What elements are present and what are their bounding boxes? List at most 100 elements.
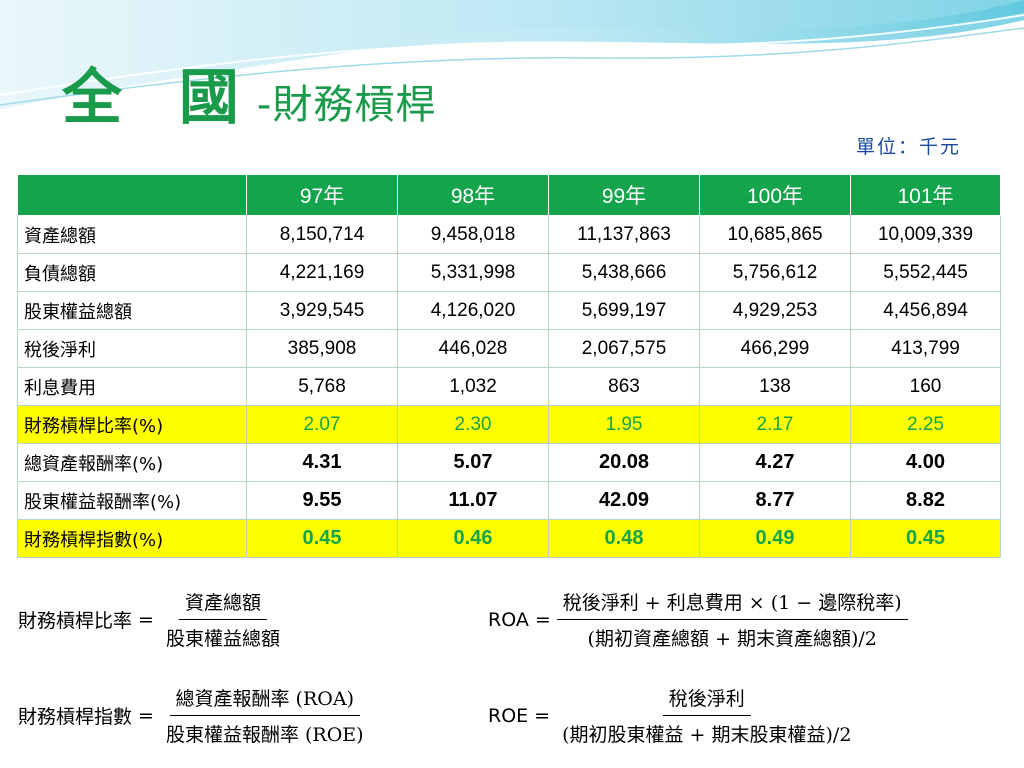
column-header: 97年 <box>246 174 398 216</box>
table-cell: 9.55 <box>246 481 398 520</box>
table-cell: 4,929,253 <box>699 291 851 330</box>
table-cell: 0.49 <box>699 519 851 558</box>
table-cell: 5,756,612 <box>699 253 851 292</box>
table-row-total-assets: 資產總額 8,150,714 9,458,018 11,137,863 10,6… <box>17 215 1001 254</box>
table-cell: 4.31 <box>246 443 398 482</box>
table-cell: 4,456,894 <box>850 291 1001 330</box>
table-cell: 863 <box>548 367 700 406</box>
table-cell: 1,032 <box>397 367 549 406</box>
table-cell: 5,331,998 <box>397 253 549 292</box>
table-cell: 2.07 <box>246 405 398 444</box>
table-cell: 4,126,020 <box>397 291 549 330</box>
table-cell: 385,908 <box>246 329 398 368</box>
formula-denominator: 股東權益總額 <box>165 628 280 650</box>
page-title: 全 國-財務槓桿 <box>62 68 436 128</box>
formula-denominator: 股東權益報酬率 (ROE) <box>165 724 364 746</box>
table-cell: 9,458,018 <box>397 215 549 254</box>
table-cell: 413,799 <box>850 329 1001 368</box>
row-label: 總資產報酬率(%) <box>17 443 247 482</box>
unit-label: 單位：千元 <box>856 136 962 158</box>
formula-leverage-ratio: 財務槓桿比率 = 資產總額 股東權益總額 <box>18 588 286 651</box>
column-header: 99年 <box>548 174 700 216</box>
table-cell: 2,067,575 <box>548 329 700 368</box>
formula-numerator: 資產總額 <box>178 588 267 620</box>
table-row-interest-expense: 利息費用 5,768 1,032 863 138 160 <box>17 367 1001 406</box>
formula-numerator: 總資產報酬率 (ROA) <box>169 684 360 716</box>
table-row-roe: 股東權益報酬率(%) 9.55 11.07 42.09 8.77 8.82 <box>17 481 1001 520</box>
formula-fraction: 總資產報酬率 (ROA) 股東權益報酬率 (ROE) <box>160 684 370 747</box>
table-cell: 10,685,865 <box>699 215 851 254</box>
formula-fraction: 稅後淨利 (期初股東權益 + 期末股東權益)/2 <box>556 684 857 747</box>
row-label: 財務槓桿比率(%) <box>17 405 247 444</box>
table-cell: 138 <box>699 367 851 406</box>
table-cell: 1.95 <box>548 405 700 444</box>
table-cell: 20.08 <box>548 443 700 482</box>
formula-roe: ROE = 稅後淨利 (期初股東權益 + 期末股東權益)/2 <box>488 684 857 747</box>
header-blank-cell <box>17 174 247 216</box>
header-wave-decoration <box>0 0 1024 110</box>
table-cell: 0.46 <box>397 519 549 558</box>
table-cell: 4.27 <box>699 443 851 482</box>
table-cell: 466,299 <box>699 329 851 368</box>
table-cell: 0.48 <box>548 519 700 558</box>
table-cell: 8,150,714 <box>246 215 398 254</box>
formula-denominator: (期初資產總額 + 期末資產總額)/2 <box>587 628 877 650</box>
table-cell: 2.25 <box>850 405 1001 444</box>
table-cell: 5,552,445 <box>850 253 1001 292</box>
formula-lhs: 財務槓桿指數 <box>18 706 133 728</box>
row-label: 財務槓桿指數(%) <box>17 519 247 558</box>
table-cell: 5,768 <box>246 367 398 406</box>
row-label: 資產總額 <box>17 215 247 254</box>
formula-fraction: 稅後淨利 + 利息費用 × (1 − 邊際稅率) (期初資產總額 + 期末資產總… <box>556 588 908 651</box>
table-row-leverage-ratio: 財務槓桿比率(%) 2.07 2.30 1.95 2.17 2.25 <box>17 405 1001 444</box>
table-cell: 0.45 <box>246 519 398 558</box>
table-row-leverage-index: 財務槓桿指數(%) 0.45 0.46 0.48 0.49 0.45 <box>17 519 1001 558</box>
formula-lhs: ROE <box>488 704 529 727</box>
title-main: 全 國 <box>62 63 257 133</box>
table-cell: 8.82 <box>850 481 1001 520</box>
row-label: 股東權益總額 <box>17 291 247 330</box>
formula-equals: = <box>138 704 154 727</box>
table-cell: 4,221,169 <box>246 253 398 292</box>
table-row-total-equity: 股東權益總額 3,929,545 4,126,020 5,699,197 4,9… <box>17 291 1001 330</box>
table-row-net-income: 稅後淨利 385,908 446,028 2,067,575 466,299 4… <box>17 329 1001 368</box>
formula-roa: ROA = 稅後淨利 + 利息費用 × (1 − 邊際稅率) (期初資產總額 +… <box>488 588 908 651</box>
table-cell: 2.30 <box>397 405 549 444</box>
table-row-total-liabilities: 負債總額 4,221,169 5,331,998 5,438,666 5,756… <box>17 253 1001 292</box>
table-cell: 5.07 <box>397 443 549 482</box>
table-cell: 3,929,545 <box>246 291 398 330</box>
row-label: 稅後淨利 <box>17 329 247 368</box>
financial-table: 97年 98年 99年 100年 101年 資產總額 8,150,714 9,4… <box>17 174 1001 558</box>
table-cell: 446,028 <box>397 329 549 368</box>
table-cell: 10,009,339 <box>850 215 1001 254</box>
formula-leverage-index: 財務槓桿指數 = 總資產報酬率 (ROA) 股東權益報酬率 (ROE) <box>18 684 370 747</box>
table-cell: 4.00 <box>850 443 1001 482</box>
row-label: 股東權益報酬率(%) <box>17 481 247 520</box>
table-cell: 0.45 <box>850 519 1001 558</box>
formula-fraction: 資產總額 股東權益總額 <box>160 588 286 651</box>
table-cell: 11,137,863 <box>548 215 700 254</box>
table-cell: 5,699,197 <box>548 291 700 330</box>
row-label: 負債總額 <box>17 253 247 292</box>
formula-lhs: ROA <box>488 608 529 631</box>
table-cell: 2.17 <box>699 405 851 444</box>
column-header: 101年 <box>850 174 1001 216</box>
formula-numerator: 稅後淨利 + 利息費用 × (1 − 邊際稅率) <box>556 588 908 620</box>
formula-equals: = <box>534 704 551 727</box>
table-cell: 8.77 <box>699 481 851 520</box>
column-header: 98年 <box>397 174 549 216</box>
formula-denominator: (期初股東權益 + 期末股東權益)/2 <box>562 724 852 746</box>
table-header-row: 97年 98年 99年 100年 101年 <box>17 174 1001 216</box>
title-sub: -財務槓桿 <box>256 82 437 128</box>
formula-equals: = <box>534 608 551 631</box>
table-cell: 11.07 <box>397 481 549 520</box>
formula-numerator: 稅後淨利 <box>662 684 751 716</box>
row-label: 利息費用 <box>17 367 247 406</box>
formula-lhs: 財務槓桿比率 <box>18 610 133 632</box>
table-cell: 5,438,666 <box>548 253 700 292</box>
table-row-roa: 總資產報酬率(%) 4.31 5.07 20.08 4.27 4.00 <box>17 443 1001 482</box>
table-cell: 42.09 <box>548 481 700 520</box>
table-cell: 160 <box>850 367 1001 406</box>
formula-equals: = <box>138 608 154 631</box>
column-header: 100年 <box>699 174 851 216</box>
